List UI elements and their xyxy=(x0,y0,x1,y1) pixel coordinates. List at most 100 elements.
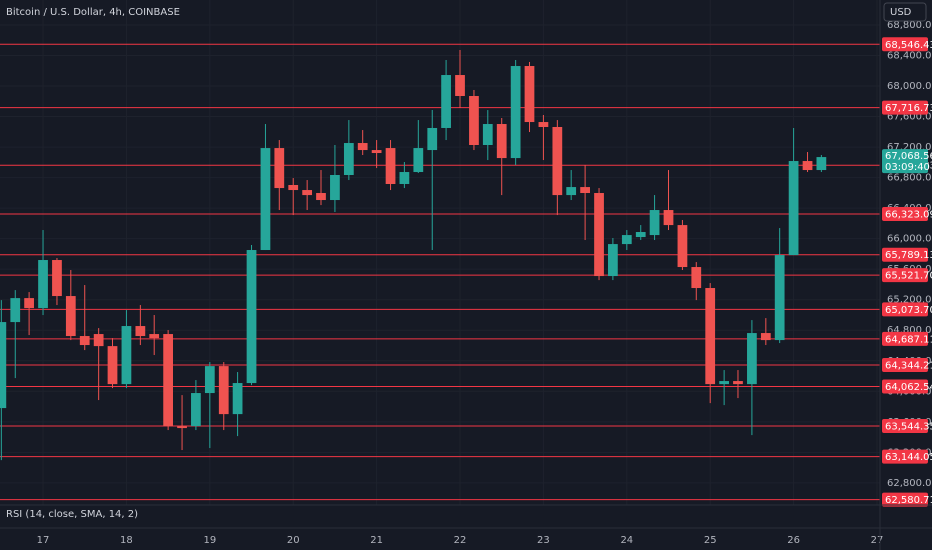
candle-body xyxy=(371,150,382,154)
candle-body xyxy=(788,161,799,256)
candle-body xyxy=(580,187,590,194)
candle-body xyxy=(802,161,813,171)
candle-body xyxy=(399,172,410,185)
level-label-box xyxy=(882,100,928,115)
candle-body xyxy=(733,381,743,385)
x-tick-label: 19 xyxy=(203,535,216,546)
candle-body xyxy=(232,383,243,415)
y-tick-label: 68,400.00 xyxy=(887,50,932,61)
candle-body xyxy=(121,326,132,385)
candle-body xyxy=(469,96,479,146)
level-label: 64,344.21 xyxy=(885,361,932,372)
level-label: 65,789.13 xyxy=(885,250,932,261)
candle-body xyxy=(566,187,577,196)
candle-body xyxy=(482,124,493,146)
candle-body xyxy=(330,174,340,201)
candle-body xyxy=(608,244,618,277)
x-tick-label: 20 xyxy=(287,535,300,546)
indicator-label: RSI (14, close, SMA, 14, 2) xyxy=(6,509,138,520)
candle-body xyxy=(760,333,771,341)
level-label: 65,073.70 xyxy=(885,305,932,316)
y-tick-label: 66,000.00 xyxy=(887,234,932,245)
candle-body xyxy=(691,267,702,289)
level-label-box xyxy=(882,331,928,346)
candle-body xyxy=(107,346,118,385)
candle-body xyxy=(38,260,48,309)
chart-title: Bitcoin / U.S. Dollar, 4h, COINBASE xyxy=(6,7,180,18)
candle-body xyxy=(621,235,632,245)
level-label: 64,687.11 xyxy=(885,334,932,345)
level-label-box xyxy=(882,302,928,317)
candle-body xyxy=(496,124,507,159)
x-tick-label: 22 xyxy=(454,535,467,546)
candle-body xyxy=(774,255,785,341)
candle-body xyxy=(79,336,90,346)
candles xyxy=(0,49,827,461)
x-tick-label: 21 xyxy=(370,535,383,546)
candle-body xyxy=(385,148,396,185)
y-tick-label: 68,800.00 xyxy=(887,20,932,31)
x-tick-label: 26 xyxy=(787,535,800,546)
candle-body xyxy=(204,366,215,394)
candle-body xyxy=(552,126,563,196)
countdown: 03:09:40 xyxy=(885,162,930,173)
candle-body xyxy=(635,232,646,238)
candle-body xyxy=(316,193,326,201)
grid xyxy=(0,0,880,505)
level-label: 67,716.73 xyxy=(885,103,932,114)
candle-body xyxy=(649,210,660,236)
candle-body xyxy=(163,334,174,427)
x-tick-label: 25 xyxy=(704,535,717,546)
y-tick-label: 64,800.00 xyxy=(887,325,932,336)
y-tick-label: 65,200.00 xyxy=(887,295,932,306)
candle-body xyxy=(10,298,21,323)
candle-body xyxy=(218,366,229,415)
level-label-box xyxy=(882,206,928,221)
currency-button[interactable] xyxy=(883,2,927,22)
candle-body xyxy=(24,298,34,309)
candle-body xyxy=(719,381,730,385)
level-label-box xyxy=(882,379,928,394)
level-label: 62,580.71 xyxy=(885,495,932,506)
candle-body xyxy=(274,148,285,189)
level-label: 66,323.09 xyxy=(885,209,932,220)
candle-body xyxy=(747,333,757,385)
candle-body xyxy=(191,393,201,427)
x-tick-label: 27 xyxy=(871,535,884,546)
y-tick-label: 66,800.00 xyxy=(887,173,932,184)
x-tick-label: 24 xyxy=(620,535,633,546)
y-tick-label: 62,800.00 xyxy=(887,478,932,489)
candle-body xyxy=(441,75,451,128)
y-tick-label: 67,200.00 xyxy=(887,142,932,153)
currency-label[interactable]: USD xyxy=(890,7,912,18)
x-tick-label: 18 xyxy=(120,535,133,546)
level-label-box xyxy=(882,37,928,52)
candle-body xyxy=(677,225,688,268)
candle-body xyxy=(413,148,424,173)
candle-body xyxy=(357,143,368,151)
x-tick-label: 17 xyxy=(37,535,50,546)
candle-body xyxy=(93,334,104,347)
candle-body xyxy=(302,190,313,196)
candle-body xyxy=(149,334,160,339)
candle-body xyxy=(427,127,438,151)
candle-body xyxy=(52,260,62,297)
last-price-box xyxy=(882,149,928,174)
candle-body xyxy=(288,184,299,191)
level-label-box xyxy=(882,492,928,507)
last-price-label: 67,068.56 xyxy=(885,151,932,162)
x-tick-label: 23 xyxy=(537,535,550,546)
candle-body xyxy=(816,157,827,171)
axis: 62,800.0063,200.0063,600.0064,000.0064,4… xyxy=(37,20,932,546)
candle-body xyxy=(538,122,549,127)
level-label-box xyxy=(882,268,928,283)
levels xyxy=(0,43,880,501)
candle-body xyxy=(663,210,674,226)
candle-body xyxy=(524,66,535,123)
level-label-box xyxy=(882,358,928,373)
level-label: 63,544.35 xyxy=(885,422,932,433)
level-label: 68,546.43 xyxy=(885,40,932,51)
candle-body xyxy=(455,75,465,97)
candle-body xyxy=(594,193,604,277)
